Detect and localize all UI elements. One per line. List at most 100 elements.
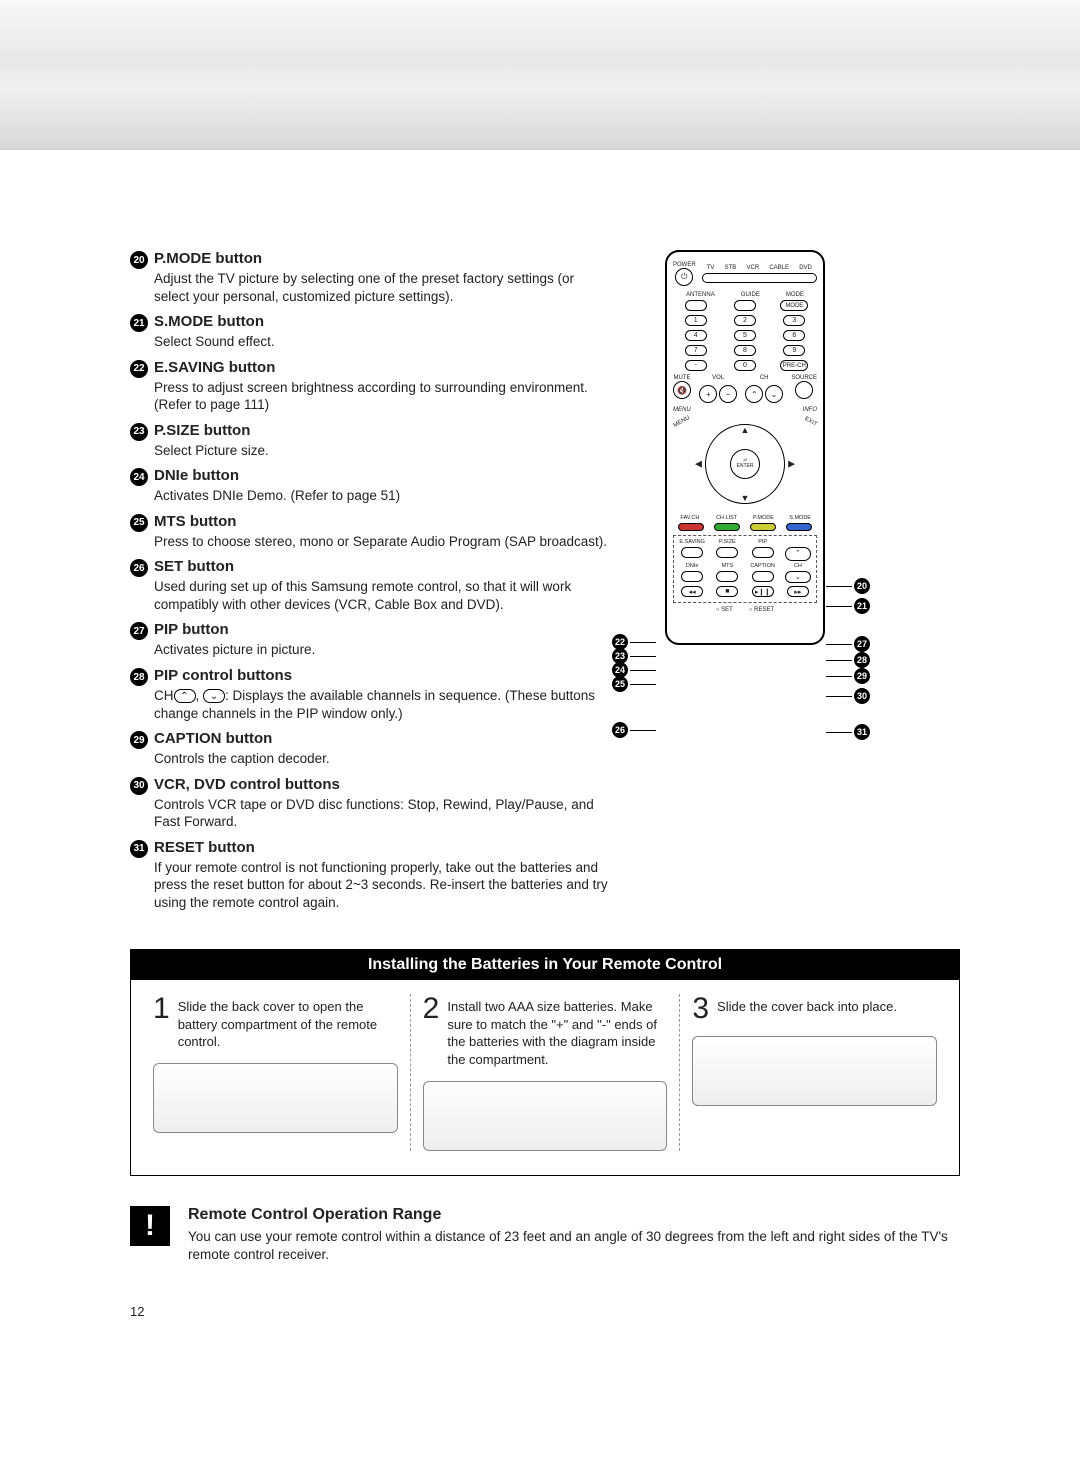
note-text: You can use your remote control within a…	[188, 1228, 960, 1264]
item-number: 31	[130, 840, 148, 858]
caption-label: CAPTION	[750, 563, 774, 569]
item-number: 28	[130, 668, 148, 686]
item-desc: Press to choose stereo, mono or Separate…	[154, 533, 610, 551]
callout-line	[630, 656, 656, 657]
psize-button	[716, 547, 738, 558]
menu-label: MENU	[673, 407, 691, 413]
ff-button: ▸▸	[787, 586, 809, 597]
button-definitions-list: 20P.MODE buttonAdjust the TV picture by …	[130, 250, 610, 919]
enter-button: ⏎ ENTER	[730, 449, 760, 479]
key-4: 4	[685, 330, 707, 341]
ch-up-icon: ⌃	[745, 385, 763, 403]
key-6: 6	[783, 330, 805, 341]
key-5: 5	[734, 330, 756, 341]
item-title: VCR, DVD control buttons	[154, 776, 340, 793]
ch-down-icon: ⌄	[765, 385, 783, 403]
button-item-24: 24DNIe buttonActivates DNIe Demo. (Refer…	[130, 467, 610, 505]
item-title: P.MODE button	[154, 250, 262, 267]
item-desc: Controls VCR tape or DVD disc functions:…	[154, 796, 610, 831]
lower-func-box: E.SAVING P.SIZE PIP ⌃ DNIe MTS C	[673, 535, 817, 603]
item-number: 25	[130, 514, 148, 532]
callout-number: 27	[854, 636, 870, 652]
callout-line	[826, 644, 852, 645]
mode-slider	[702, 273, 817, 283]
button-item-20: 20P.MODE buttonAdjust the TV picture by …	[130, 250, 610, 305]
item-desc: Controls the caption decoder.	[154, 750, 610, 768]
callout-number: 28	[854, 652, 870, 668]
button-item-27: 27PIP buttonActivates picture in picture…	[130, 621, 610, 659]
item-title: SET button	[154, 558, 234, 575]
item-number: 22	[130, 360, 148, 378]
key-dash: -	[685, 360, 707, 371]
battery-steps: 1Slide the back cover to open the batter…	[131, 980, 959, 1174]
battery-step-2: 2Install two AAA size batteries. Make su…	[411, 994, 681, 1150]
callout-number: 31	[854, 724, 870, 740]
esaving-button	[681, 547, 703, 558]
mute-icon: 🔇	[673, 381, 691, 399]
step-text: Slide the cover back into place.	[717, 994, 897, 1016]
key-0: 0	[734, 360, 756, 371]
nav-right-icon: ▶	[788, 459, 795, 470]
battery-section: Installing the Batteries in Your Remote …	[130, 949, 960, 1175]
callout-26: 26	[612, 722, 628, 738]
item-desc: CH⌃, ⌄: Displays the available channels …	[154, 687, 610, 722]
button-item-23: 23P.SIZE buttonSelect Picture size.	[130, 422, 610, 460]
reset-label: ○ RESET	[749, 607, 774, 613]
item-title: PIP button	[154, 621, 229, 638]
nav-ring: ⏎ ENTER ▲ ▼ ◀ ▶ MENU EXIT	[673, 419, 817, 509]
color-labels: FAV.CH CH LIST P.MODE S.MODE	[673, 515, 817, 521]
item-number: 23	[130, 423, 148, 441]
menu-corner: MENU	[673, 415, 691, 429]
callout-number: 21	[854, 598, 870, 614]
vol-down-icon: −	[719, 385, 737, 403]
item-number: 27	[130, 622, 148, 640]
operation-range-note: ! Remote Control Operation Range You can…	[130, 1206, 960, 1264]
pip-button	[752, 547, 774, 558]
mode-button: MODE	[780, 300, 808, 311]
button-item-22: 22E.SAVING buttonPress to adjust screen …	[130, 359, 610, 414]
key-8: 8	[734, 345, 756, 356]
item-desc: Activates DNIe Demo. (Refer to page 51)	[154, 487, 610, 505]
playpause-button: ▸❙❙	[752, 586, 774, 597]
callout-number: 20	[854, 578, 870, 594]
battery-step-3: 3Slide the cover back into place.	[680, 994, 949, 1150]
header-gradient-bar	[0, 0, 1080, 150]
pipch-label: CH	[794, 563, 802, 569]
key-prech: PRE-CH	[780, 360, 808, 371]
rewind-button: ◂◂	[681, 586, 703, 597]
item-number: 30	[130, 777, 148, 795]
power-icon: ⏻	[675, 268, 693, 286]
yellow-button	[750, 523, 776, 531]
callout-21: 21	[854, 598, 870, 614]
item-desc: Select Sound effect.	[154, 333, 610, 351]
blue-button	[786, 523, 812, 531]
battery-header: Installing the Batteries in Your Remote …	[131, 950, 959, 980]
red-button	[678, 523, 704, 531]
key-1: 1	[685, 315, 707, 326]
callout-line	[630, 670, 656, 671]
step-illustration	[153, 1063, 398, 1133]
item-desc: Used during set up of this Samsung remot…	[154, 578, 610, 613]
callout-line	[630, 730, 656, 731]
step-illustration	[423, 1081, 668, 1151]
item-desc: Press to adjust screen brightness accord…	[154, 379, 610, 414]
page-body: 20P.MODE buttonAdjust the TV picture by …	[0, 150, 1080, 1359]
button-item-26: 26SET buttonUsed during set up of this S…	[130, 558, 610, 613]
callout-30: 30	[854, 688, 870, 704]
remote-diagram-column: POWER ⏻ TV STB VCR CABLE DVD	[630, 250, 860, 919]
exit-corner: EXIT	[803, 416, 818, 428]
callout-27: 27	[854, 636, 870, 652]
esaving-label: E.SAVING	[679, 539, 705, 545]
item-title: MTS button	[154, 513, 236, 530]
callout-line	[826, 606, 852, 607]
item-title: P.SIZE button	[154, 422, 250, 439]
page-number: 12	[130, 1304, 960, 1319]
dnie-button	[681, 571, 703, 582]
callout-line	[826, 676, 852, 677]
callout-line	[826, 696, 852, 697]
guide-button	[734, 300, 756, 311]
antenna-label: ANTENNA	[686, 292, 715, 298]
note-title: Remote Control Operation Range	[188, 1206, 960, 1224]
nav-up-icon: ▲	[741, 425, 750, 435]
button-item-21: 21S.MODE buttonSelect Sound effect.	[130, 313, 610, 351]
